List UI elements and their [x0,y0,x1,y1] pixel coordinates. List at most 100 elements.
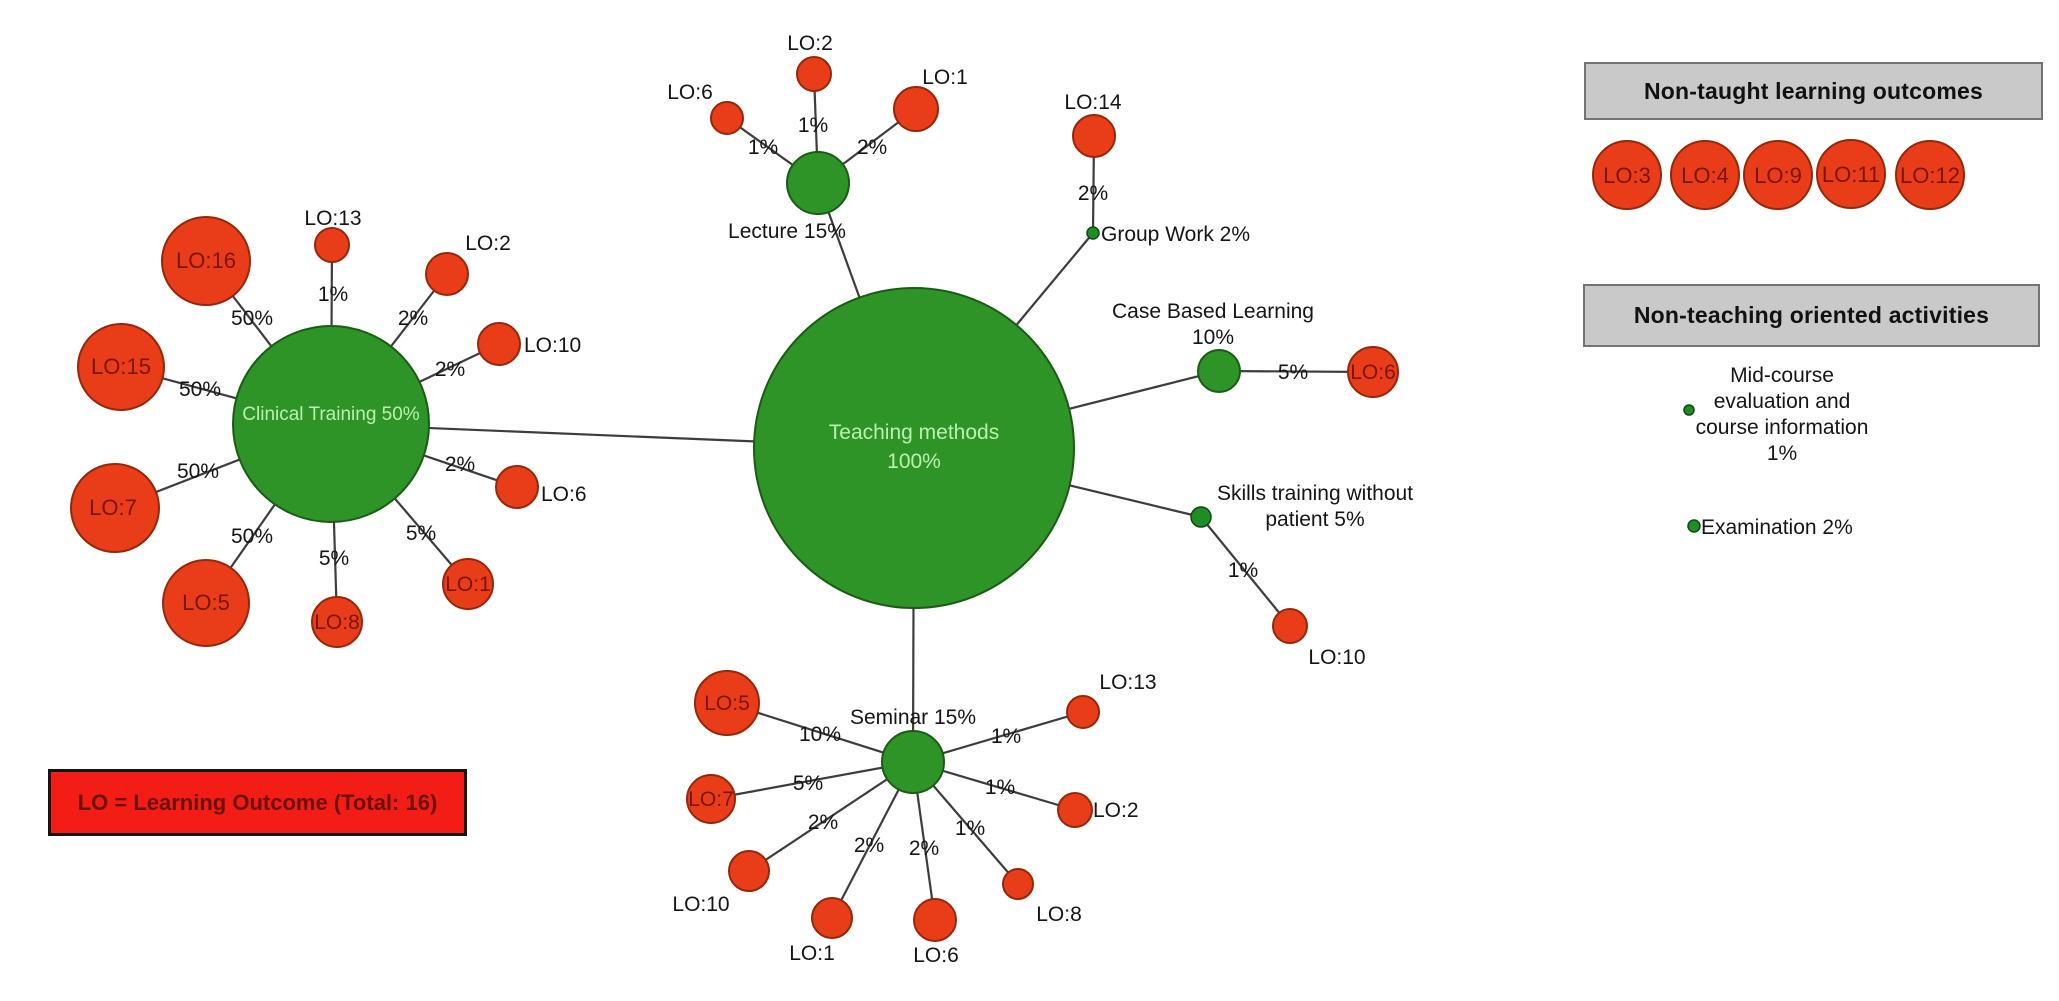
nt-lo11-label: LO:11 [1822,162,1880,187]
skills-training-label: Skills training without patient 5% [1217,482,1413,531]
lec-lo2-node [796,56,832,92]
edge-label-clinical-training-cl-lo8: 5% [319,547,349,570]
legend-box: LO = Learning Outcome (Total: 16) [48,769,467,836]
edge-label-clinical-training-cl-lo1: 5% [406,522,436,545]
nt-lo4-node [1670,140,1740,210]
edge-label-clinical-training-cl-lo13: 1% [318,283,348,306]
cl-lo8-label: LO:8 [314,611,360,634]
lecture-node [786,151,850,215]
midcourse-dot-node [1683,404,1695,416]
skills-training-node [1190,506,1212,528]
sem-lo1-label: LO:1 [789,942,835,965]
cl-lo2-label: LO:2 [465,232,511,255]
edge-label-skills-training-skills-lo10: 1% [1228,559,1258,582]
nt-lo12-label: LO:12 [1900,163,1960,188]
non-teaching-activities-title: Non-teaching oriented activities [1633,302,1990,328]
cl-lo8-node [311,596,363,648]
edge-label-seminar-sem-lo13: 1% [991,725,1021,748]
seminar-label: Seminar 15% [850,706,976,729]
edge-label-clinical-training-cl-lo10: 2% [435,358,465,381]
edge-label-clinical-training-cl-lo16: 50% [231,307,273,330]
lec-lo1-node [893,86,939,132]
lec-lo6-label: LO:6 [667,81,713,104]
edge-label-clinical-training-cl-lo6: 2% [445,453,475,476]
cl-lo15-label: LO:15 [91,354,151,379]
sem-lo7-node [686,774,736,824]
nt-lo3-node [1592,140,1662,210]
lecture-label: Lecture 15% [728,220,846,243]
edge-label-seminar-sem-lo2: 1% [985,776,1015,799]
edge-label-clinical-training-cl-lo7: 50% [177,460,219,483]
nt-lo12-node [1895,140,1965,210]
cl-lo13-node [314,227,350,263]
group-work-label: Group Work 2% [1101,223,1250,246]
seminar-node [881,730,945,794]
teaching-methods-label: Teaching methods 100% [829,421,999,473]
sem-lo10-label: LO:10 [672,893,729,916]
sem-lo6-node [913,898,957,942]
cl-lo7-label: LO:7 [89,495,137,520]
clinical-training-node [232,325,430,523]
edge-label-case-based-learning-case-lo6: 5% [1278,361,1308,384]
edge-label-clinical-training-cl-lo5: 50% [231,525,273,548]
clinical-training-label: Clinical Training 50% [242,404,420,425]
cl-lo5-node [162,559,250,647]
legend-text: LO = Learning Outcome (Total: 16) [77,789,438,815]
edge-label-seminar-sem-lo6: 2% [909,837,939,860]
nt-lo3-label: LO:3 [1603,163,1651,188]
sem-lo1-node [811,897,853,939]
edge-skills-training-skills-lo10 [1200,516,1291,627]
sem-lo2-node [1057,792,1093,828]
sem-lo10-node [728,850,770,892]
cl-lo16-label: LO:16 [176,248,236,273]
edge-label-lecture-lec-lo1: 2% [857,136,887,159]
examination-dot-node [1687,519,1701,533]
case-lo6-node [1347,346,1399,398]
cl-lo6-label: LO:6 [541,483,587,506]
teaching-methods-node [753,287,1075,609]
cl-lo15-node [77,323,165,411]
nt-lo9-node [1743,140,1813,210]
examination-label: Examination 2% [1701,516,1853,539]
cl-lo6-node [495,465,539,509]
edge-label-seminar-sem-lo10: 2% [808,811,838,834]
sem-lo8-label: LO:8 [1036,903,1082,926]
edge-label-seminar-sem-lo5: 10% [799,723,841,746]
non-taught-outcomes-header: Non-taught learning outcomes [1584,62,2043,120]
edge-label-seminar-sem-lo1: 2% [854,834,884,857]
sem-lo2-label: LO:2 [1093,799,1139,822]
case-based-learning-label: Case Based Learning 10% [1112,300,1314,349]
nt-lo9-label: LO:9 [1754,163,1802,188]
skills-lo10-node [1272,608,1308,644]
edge-label-group-work-lo14: 2% [1078,182,1108,205]
cl-lo10-node [477,322,521,366]
case-based-learning-node [1197,349,1241,393]
sem-lo8-node [1002,868,1034,900]
cl-lo13-label: LO:13 [304,207,361,230]
sem-lo7-label: LO:7 [688,788,734,811]
edge-label-lecture-lec-lo6: 1% [748,136,778,159]
cl-lo10-label: LO:10 [524,334,581,357]
cl-lo1-label: LO:1 [445,573,491,596]
lo14-label: LO:14 [1064,91,1122,114]
edge-label-seminar-sem-lo8: 1% [955,817,985,840]
edge-label-clinical-training-cl-lo15: 50% [179,378,221,401]
cl-lo2-node [425,252,469,296]
lo14-node [1072,114,1116,158]
sem-lo5-label: LO:5 [704,692,750,715]
midcourse-label: Mid-course evaluation and course informati… [1696,364,1869,465]
edge-seminar-sem-lo7 [710,760,914,801]
lec-lo1-label: LO:1 [922,66,968,89]
edge-label-seminar-sem-lo7: 5% [793,772,823,795]
lec-lo6-node [710,101,744,135]
edge-label-lecture-lec-lo2: 1% [798,114,828,137]
sem-lo5-node [694,670,760,736]
cl-lo7-node [70,463,160,553]
non-taught-outcomes-title: Non-taught learning outcomes [1643,77,1984,104]
edge-seminar-sem-lo10 [748,761,914,872]
sem-lo13-label: LO:13 [1099,671,1156,694]
lec-lo2-label: LO:2 [787,32,833,55]
sem-lo13-node [1066,695,1100,729]
nt-lo11-node [1816,139,1886,209]
